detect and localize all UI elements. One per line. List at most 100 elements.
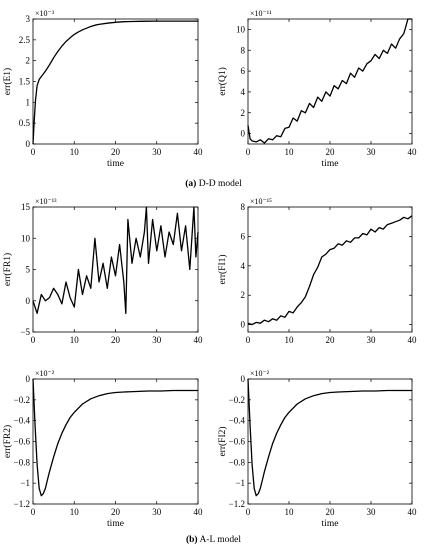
y-tick-label: 2: [26, 56, 31, 66]
x-tick-label: 20: [111, 335, 121, 345]
y-tick-label: 3: [26, 14, 31, 24]
y-axis-label: err(E1): [2, 68, 13, 95]
y-tick-label: 1.5: [19, 77, 31, 87]
x-tick-label: 10: [285, 147, 295, 157]
y-tick-label: 0.5: [19, 118, 31, 128]
x-tick-label: 40: [194, 507, 204, 517]
y-tick-label: 4: [241, 87, 246, 97]
plot-frame: [247, 18, 413, 145]
caption-a-text: D-D model: [198, 179, 242, 189]
caption-b: (b) A-L model: [0, 535, 427, 545]
y-tick-label: 2.5: [19, 35, 31, 45]
series-line-1: [247, 215, 413, 326]
y-tick-label: 8: [241, 202, 246, 212]
series-line-1: [32, 20, 198, 145]
chart-6: 0 10 20 30 40 −1.2 −1 −0.8 −0.6 −0.4 −0.2 0 ×10⁻² tim…: [217, 369, 417, 529]
y-tick-label: −0.6: [229, 437, 246, 447]
x-tick-label: 30: [152, 335, 162, 345]
x-tick-label: 0: [31, 335, 36, 345]
y-tick-label: 6: [241, 66, 246, 76]
x-axis-label: time: [322, 519, 339, 529]
caption-a: (a) D-D model: [0, 179, 427, 189]
series-line-1: [32, 206, 199, 314]
chart-1: 0 10 20 30 40 0 0.5 1 1.5 2 2.5 3 ×10⁻³ time err(E1): [2, 9, 203, 169]
plot-frame: [32, 18, 199, 145]
chart-2: 0 10 20 30 40 0 2 4 6 8 10 ×10⁻¹¹ time err(Q1): [217, 9, 417, 169]
series-line-1: [247, 18, 412, 144]
y-tick-label: −0.2: [229, 395, 245, 405]
x-tick-label: 10: [285, 507, 295, 517]
exponent-label: ×10⁻¹¹: [250, 9, 272, 18]
y-tick-label: −0.8: [14, 457, 31, 467]
x-tick-label: 30: [367, 335, 377, 345]
x-tick-label: 10: [70, 147, 80, 157]
x-tick-label: 0: [31, 507, 36, 517]
x-tick-label: 40: [408, 507, 418, 517]
x-axis-label: time: [107, 159, 124, 169]
x-tick-label: 20: [111, 507, 121, 517]
exponent-label: ×10⁻²: [250, 369, 270, 378]
x-tick-label: 30: [367, 147, 377, 157]
plot-frame: [247, 206, 413, 333]
caption-b-text: A-L model: [199, 535, 242, 545]
chart-4: 0 10 20 30 40 0 2 4 6 8 ×10⁻¹⁵ err(FI1): [217, 197, 417, 345]
plot-frame: [32, 206, 199, 333]
plot-frame: [247, 378, 413, 505]
y-tick-label: 15: [21, 202, 31, 212]
series-line-1: [247, 378, 412, 497]
y-axis-label: err(Q1): [217, 67, 228, 95]
y-tick-label: 0: [241, 374, 246, 384]
caption-a-tag: (a): [185, 179, 197, 189]
exponent-label: ×10⁻²: [35, 369, 55, 378]
x-tick-label: 10: [70, 335, 80, 345]
caption-b-tag: (b): [185, 535, 198, 545]
x-tick-label: 20: [326, 335, 336, 345]
x-tick-label: 40: [408, 335, 418, 345]
y-tick-label: −1.2: [229, 499, 245, 509]
y-tick-label: 4: [241, 261, 246, 271]
y-tick-label: 1: [26, 97, 31, 107]
x-tick-label: 0: [246, 507, 251, 517]
x-tick-label: 30: [152, 147, 162, 157]
x-tick-label: 30: [152, 507, 162, 517]
y-tick-label: 2: [241, 290, 246, 300]
y-tick-label: −1: [235, 478, 245, 488]
x-tick-label: 40: [194, 147, 204, 157]
y-tick-label: 8: [241, 45, 246, 55]
x-tick-label: 30: [367, 507, 377, 517]
y-tick-label: 0: [241, 320, 246, 330]
x-tick-label: 10: [70, 507, 80, 517]
y-tick-label: 2: [241, 108, 246, 118]
x-axis-label: time: [107, 519, 124, 529]
x-tick-label: 0: [31, 147, 36, 157]
y-tick-label: 10: [21, 233, 31, 243]
exponent-label: ×10⁻¹³: [35, 197, 57, 206]
y-axis-label: err(FI2): [217, 426, 228, 456]
y-tick-label: 0: [26, 374, 31, 384]
x-tick-label: 0: [246, 335, 251, 345]
x-tick-label: 0: [246, 147, 251, 157]
x-tick-label: 40: [408, 147, 418, 157]
y-tick-label: −0.4: [14, 416, 31, 426]
y-axis-label: err(FR2): [2, 425, 13, 458]
plot-frame: [32, 378, 199, 505]
y-tick-label: −5: [20, 327, 30, 337]
y-axis-label: err(FR1): [2, 253, 13, 286]
series-line-1: [32, 378, 198, 497]
y-tick-label: 0: [241, 129, 246, 139]
x-tick-label: 40: [194, 335, 204, 345]
chart-5: 0 10 20 30 40 −1.2 −1 −0.8 −0.6 −0.4 −0.2 0 ×10⁻² tim…: [2, 369, 203, 529]
y-tick-label: −1: [20, 478, 30, 488]
x-axis-label: time: [322, 159, 339, 169]
y-tick-label: −0.4: [229, 416, 246, 426]
x-tick-label: 20: [111, 147, 121, 157]
x-tick-label: 20: [326, 507, 336, 517]
exponent-label: ×10⁻³: [35, 9, 55, 18]
y-tick-label: −0.6: [14, 437, 31, 447]
y-tick-label: 6: [241, 231, 246, 241]
exponent-label: ×10⁻¹⁵: [250, 197, 272, 206]
x-tick-label: 20: [326, 147, 336, 157]
